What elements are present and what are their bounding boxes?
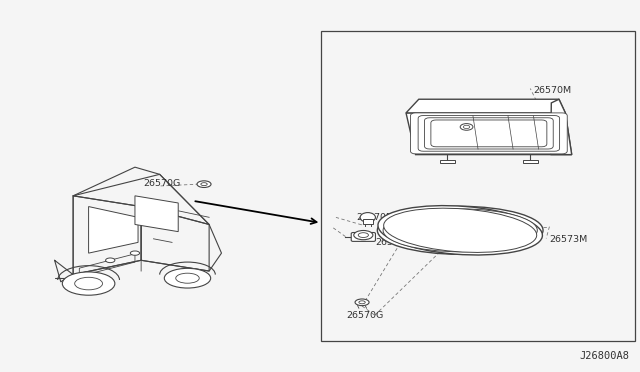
FancyBboxPatch shape [418,116,559,151]
FancyBboxPatch shape [410,113,567,154]
Bar [440,160,455,163]
FancyBboxPatch shape [424,118,553,149]
Text: 26570G: 26570G [347,311,384,320]
Text: 26570E: 26570E [356,213,392,222]
Text: 26570M: 26570M [534,86,572,94]
Ellipse shape [131,251,140,255]
Text: J26800A8: J26800A8 [579,352,629,361]
Polygon shape [88,206,138,253]
Bar [523,160,538,163]
Ellipse shape [383,209,538,252]
Text: 26573M: 26573M [549,235,588,244]
Ellipse shape [463,125,470,129]
Ellipse shape [106,258,115,263]
Polygon shape [135,196,178,232]
Ellipse shape [359,301,365,304]
Bar [363,219,373,224]
Ellipse shape [460,124,473,130]
Ellipse shape [201,183,207,186]
Bar [321,31,636,341]
FancyBboxPatch shape [351,232,376,241]
Ellipse shape [62,272,115,295]
Ellipse shape [164,268,211,288]
Ellipse shape [197,181,211,187]
Ellipse shape [378,206,543,255]
Text: 26570G: 26570G [143,179,180,188]
FancyBboxPatch shape [431,120,547,147]
Polygon shape [406,99,565,113]
Ellipse shape [176,273,199,283]
Ellipse shape [75,277,102,290]
Ellipse shape [383,208,537,253]
Ellipse shape [378,206,543,254]
Ellipse shape [354,231,373,240]
Polygon shape [406,113,572,155]
Ellipse shape [358,233,369,237]
Polygon shape [550,99,572,155]
Text: 26570B: 26570B [376,238,412,247]
Ellipse shape [360,212,376,222]
Ellipse shape [355,299,369,306]
